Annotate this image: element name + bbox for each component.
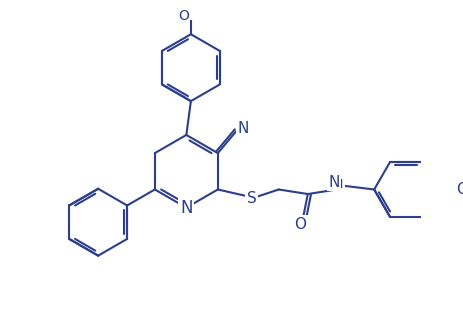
Text: O: O [294,216,307,231]
Text: N: N [328,175,340,190]
Text: Cl: Cl [456,182,463,197]
Text: O: O [178,9,189,23]
Text: N: N [180,199,193,217]
Text: N: N [237,120,249,136]
Text: H: H [334,178,344,191]
Text: S: S [247,191,257,206]
